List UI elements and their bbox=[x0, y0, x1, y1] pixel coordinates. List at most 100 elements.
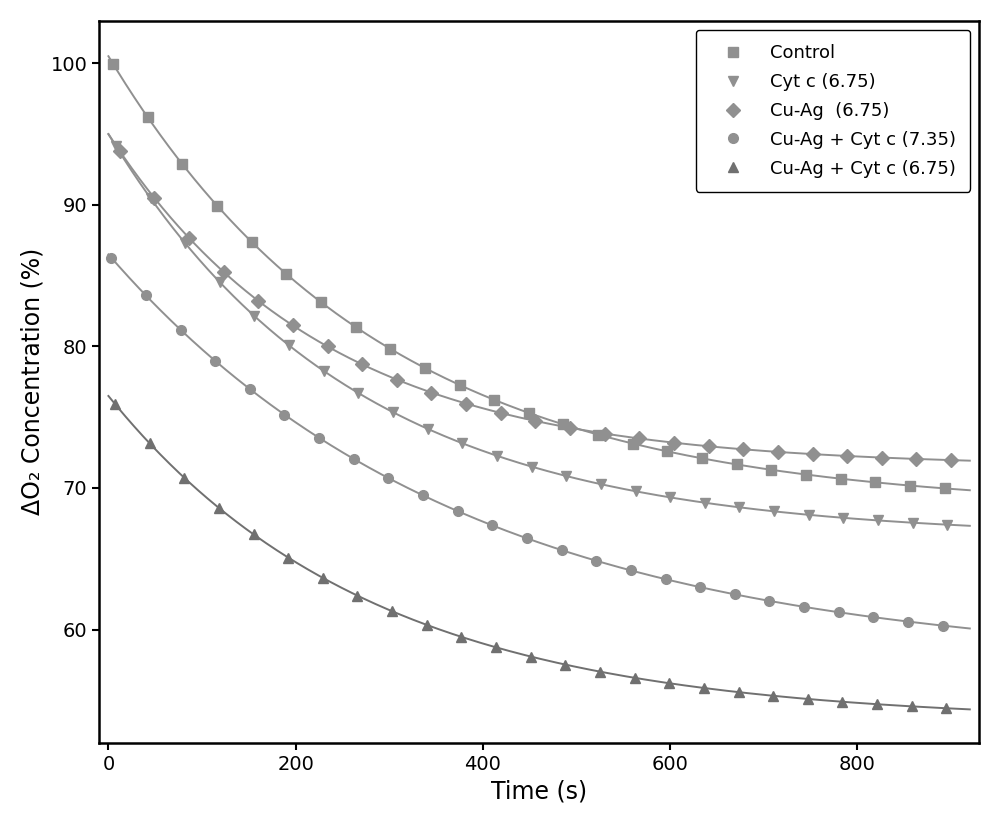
Cu-Ag  (6.75) bbox=[114, 146, 126, 156]
Cu-Ag  (6.75) bbox=[425, 387, 437, 397]
Control bbox=[315, 297, 327, 307]
Cu-Ag + Cyt c (6.75) bbox=[698, 683, 710, 693]
Control bbox=[488, 395, 500, 405]
Cu-Ag + Cyt c (7.35) bbox=[486, 521, 498, 531]
Cu-Ag + Cyt c (6.75) bbox=[836, 697, 848, 707]
Cu-Ag + Cyt c (7.35) bbox=[937, 620, 949, 630]
Cyt c (6.75) bbox=[733, 503, 745, 513]
Cu-Ag  (6.75) bbox=[633, 433, 645, 443]
Cu-Ag + Cyt c (6.75) bbox=[767, 691, 779, 700]
Cu-Ag + Cyt c (6.75) bbox=[109, 399, 121, 409]
Cu-Ag + Cyt c (6.75) bbox=[802, 694, 814, 704]
Cyt c (6.75) bbox=[768, 507, 780, 517]
Cu-Ag  (6.75) bbox=[599, 428, 611, 438]
X-axis label: Time (s): Time (s) bbox=[491, 780, 587, 803]
Cu-Ag  (6.75) bbox=[876, 452, 888, 462]
Cu-Ag + Cyt c (7.35) bbox=[521, 533, 533, 543]
Cu-Ag  (6.75) bbox=[460, 399, 472, 409]
Cu-Ag + Cyt c (6.75) bbox=[386, 606, 398, 616]
Cu-Ag + Cyt c (7.35) bbox=[140, 291, 152, 301]
Cu-Ag + Cyt c (7.35) bbox=[590, 556, 602, 566]
Control bbox=[107, 59, 119, 69]
Cu-Ag + Cyt c (7.35) bbox=[452, 506, 464, 516]
Control bbox=[592, 429, 604, 439]
Cu-Ag + Cyt c (6.75) bbox=[144, 438, 156, 448]
Control bbox=[661, 447, 673, 456]
Cyt c (6.75) bbox=[214, 278, 226, 288]
Cu-Ag + Cyt c (6.75) bbox=[733, 687, 745, 697]
Cu-Ag + Cyt c (6.75) bbox=[282, 553, 294, 563]
Cu-Ag + Cyt c (6.75) bbox=[455, 632, 467, 642]
Cu-Ag  (6.75) bbox=[287, 321, 299, 330]
Cu-Ag + Cyt c (6.75) bbox=[871, 700, 883, 709]
Cyt c (6.75) bbox=[145, 194, 157, 204]
Control bbox=[142, 112, 154, 122]
Cu-Ag + Cyt c (7.35) bbox=[763, 596, 775, 606]
Cu-Ag  (6.75) bbox=[148, 193, 160, 203]
Cu-Ag  (6.75) bbox=[183, 233, 195, 243]
Cyt c (6.75) bbox=[456, 438, 468, 448]
Cyt c (6.75) bbox=[387, 407, 399, 417]
Cu-Ag + Cyt c (7.35) bbox=[348, 454, 360, 464]
Control bbox=[939, 484, 951, 494]
Cu-Ag + Cyt c (7.35) bbox=[556, 545, 568, 555]
Cu-Ag + Cyt c (6.75) bbox=[663, 678, 675, 688]
Cyt c (6.75) bbox=[803, 510, 815, 520]
Cu-Ag + Cyt c (6.75) bbox=[629, 673, 641, 683]
Cyt c (6.75) bbox=[907, 517, 919, 527]
Cu-Ag + Cyt c (6.75) bbox=[559, 660, 571, 670]
Cu-Ag  (6.75) bbox=[737, 444, 749, 454]
Cu-Ag + Cyt c (6.75) bbox=[248, 530, 260, 540]
Control bbox=[765, 465, 777, 475]
Control bbox=[454, 380, 466, 390]
Cyt c (6.75) bbox=[318, 366, 330, 376]
Cu-Ag  (6.75) bbox=[529, 416, 541, 426]
Control bbox=[384, 344, 396, 353]
Cyt c (6.75) bbox=[526, 461, 538, 471]
Cu-Ag + Cyt c (7.35) bbox=[798, 602, 810, 611]
Cu-Ag + Cyt c (6.75) bbox=[594, 667, 606, 677]
Control bbox=[869, 477, 881, 487]
Cu-Ag + Cyt c (6.75) bbox=[906, 701, 918, 711]
Cu-Ag + Cyt c (7.35) bbox=[729, 589, 741, 599]
Line: Control: Control bbox=[108, 59, 949, 494]
Control bbox=[696, 453, 708, 463]
Cu-Ag + Cyt c (7.35) bbox=[625, 565, 637, 575]
Cyt c (6.75) bbox=[179, 238, 191, 248]
Cu-Ag  (6.75) bbox=[495, 408, 507, 418]
Cu-Ag  (6.75) bbox=[841, 451, 853, 461]
Cu-Ag + Cyt c (6.75) bbox=[351, 591, 363, 601]
Cu-Ag + Cyt c (7.35) bbox=[105, 253, 117, 263]
Cu-Ag + Cyt c (6.75) bbox=[213, 503, 225, 513]
Line: Cu-Ag  (6.75): Cu-Ag (6.75) bbox=[115, 146, 956, 465]
Line: Cu-Ag + Cyt c (7.35): Cu-Ag + Cyt c (7.35) bbox=[106, 253, 948, 630]
Cu-Ag  (6.75) bbox=[910, 454, 922, 464]
Control bbox=[246, 237, 258, 247]
Control bbox=[176, 159, 188, 169]
Cyt c (6.75) bbox=[422, 424, 434, 433]
Control bbox=[835, 474, 847, 484]
Cu-Ag  (6.75) bbox=[356, 359, 368, 369]
Cu-Ag + Cyt c (7.35) bbox=[417, 490, 429, 500]
Control bbox=[419, 363, 431, 373]
Line: Cyt c (6.75): Cyt c (6.75) bbox=[111, 142, 952, 530]
Cyt c (6.75) bbox=[872, 516, 884, 526]
Cu-Ag  (6.75) bbox=[218, 267, 230, 277]
Control bbox=[350, 322, 362, 332]
Control bbox=[523, 408, 535, 418]
Control bbox=[280, 269, 292, 279]
Cyt c (6.75) bbox=[491, 451, 503, 461]
Cu-Ag  (6.75) bbox=[945, 455, 957, 465]
Cu-Ag + Cyt c (7.35) bbox=[209, 356, 221, 366]
Control bbox=[731, 460, 743, 470]
Control bbox=[557, 419, 569, 429]
Cyt c (6.75) bbox=[699, 498, 711, 508]
Control bbox=[211, 200, 223, 210]
Cu-Ag  (6.75) bbox=[252, 296, 264, 306]
Cyt c (6.75) bbox=[110, 142, 122, 152]
Cu-Ag  (6.75) bbox=[668, 438, 680, 447]
Cu-Ag + Cyt c (7.35) bbox=[902, 616, 914, 626]
Cu-Ag + Cyt c (6.75) bbox=[178, 473, 190, 483]
Cu-Ag  (6.75) bbox=[391, 375, 403, 385]
Cu-Ag + Cyt c (7.35) bbox=[867, 612, 879, 622]
